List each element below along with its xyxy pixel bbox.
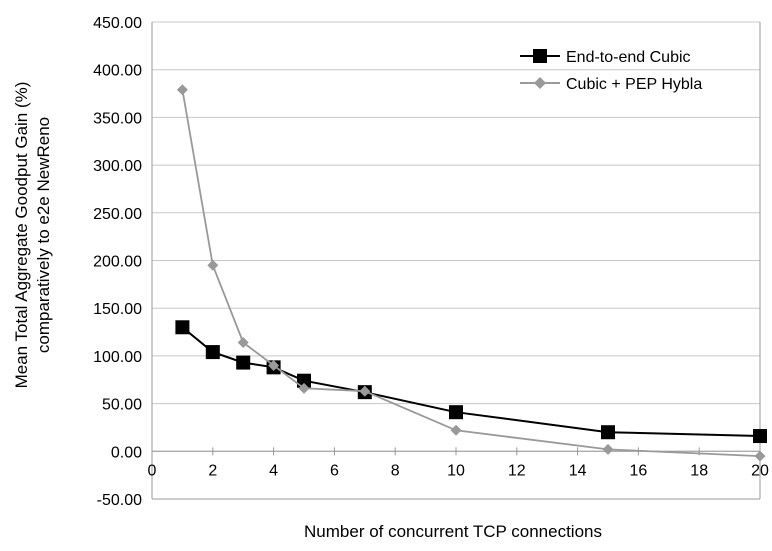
data-point-cubic-pep-hybla <box>207 259 219 271</box>
x-tick-label: 2 <box>208 462 217 479</box>
legend-marker-square <box>533 49 547 63</box>
data-point-end-to-end-cubic <box>297 373 311 388</box>
series-line-end-to-end-cubic <box>181 326 761 437</box>
y-tick-label: 300.00 <box>93 158 142 175</box>
y-tick-label: 250.00 <box>93 206 142 223</box>
data-point-cubic-pep-hybla <box>754 450 766 462</box>
x-tick-label: 12 <box>508 462 526 479</box>
data-point-end-to-end-cubic <box>205 345 220 360</box>
legend-entry-cubic-pep-hybla: Cubic + PEP Hybla <box>520 76 702 93</box>
x-tick-label: 6 <box>330 462 339 479</box>
legend-label-end-to-end-cubic: End-to-end Cubic <box>566 49 691 66</box>
x-tick-label: 0 <box>148 462 157 479</box>
x-tick-label: 4 <box>269 462 278 479</box>
y-tick-label: 100.00 <box>93 349 142 366</box>
data-point-cubic-pep-hybla <box>359 385 371 397</box>
x-tick-label: 16 <box>630 462 648 479</box>
y-axis-title: Mean Total Aggregate Goodput Gain (%) co… <box>12 82 53 389</box>
x-axis-title: Number of concurrent TCP connections <box>304 522 602 541</box>
data-point-cubic-pep-hybla <box>237 337 249 349</box>
data-point-end-to-end-cubic <box>601 425 615 440</box>
series-cubic-pep-hybla <box>176 84 766 462</box>
x-tick-label: 20 <box>751 462 769 479</box>
legend-label-cubic-pep-hybla: Cubic + PEP Hybla <box>566 76 702 93</box>
legend-marker-diamond <box>534 77 546 89</box>
data-point-end-to-end-cubic <box>175 320 190 335</box>
y-axis-title-line-2: comparatively to e2e NewReno <box>34 117 53 353</box>
legend-entry-end-to-end-cubic: End-to-end Cubic <box>520 49 691 66</box>
legend: End-to-end Cubic Cubic + PEP Hybla <box>520 49 702 93</box>
data-point-end-to-end-cubic <box>236 355 251 370</box>
x-tick-label: 14 <box>569 462 587 479</box>
y-tick-label: 450.00 <box>93 15 142 32</box>
y-tick-label: 400.00 <box>93 63 142 80</box>
y-tick-label: 50.00 <box>102 397 142 414</box>
x-tick-labels: 0 2 4 6 8 10 12 14 16 18 20 <box>148 462 769 479</box>
series-end-to-end-cubic <box>175 320 767 444</box>
data-point-cubic-pep-hybla <box>298 382 310 394</box>
x-tick-label: 18 <box>690 462 708 479</box>
data-point-cubic-pep-hybla <box>450 424 462 436</box>
data-point-end-to-end-cubic <box>449 405 463 420</box>
y-axis-title-line-1: Mean Total Aggregate Goodput Gain (%) <box>12 82 31 389</box>
series-layer <box>175 84 767 462</box>
data-point-cubic-pep-hybla <box>268 359 280 371</box>
y-tick-label: -50.00 <box>97 492 142 509</box>
y-tick-labels: -50.00 0.00 50.00 100.00 150.00 200.00 250.00 3… <box>93 15 142 509</box>
x-tick-label: 10 <box>447 462 465 479</box>
data-point-end-to-end-cubic <box>753 429 767 444</box>
data-point-cubic-pep-hybla <box>602 443 614 455</box>
y-tick-label: 0.00 <box>111 444 142 461</box>
data-point-cubic-pep-hybla <box>176 84 188 96</box>
series-line-cubic-pep-hybla <box>181 89 761 457</box>
x-tick-label: 8 <box>391 462 400 479</box>
y-tick-label: 150.00 <box>93 301 142 318</box>
y-tick-label: 350.00 <box>93 110 142 127</box>
y-tick-label: 200.00 <box>93 254 142 271</box>
